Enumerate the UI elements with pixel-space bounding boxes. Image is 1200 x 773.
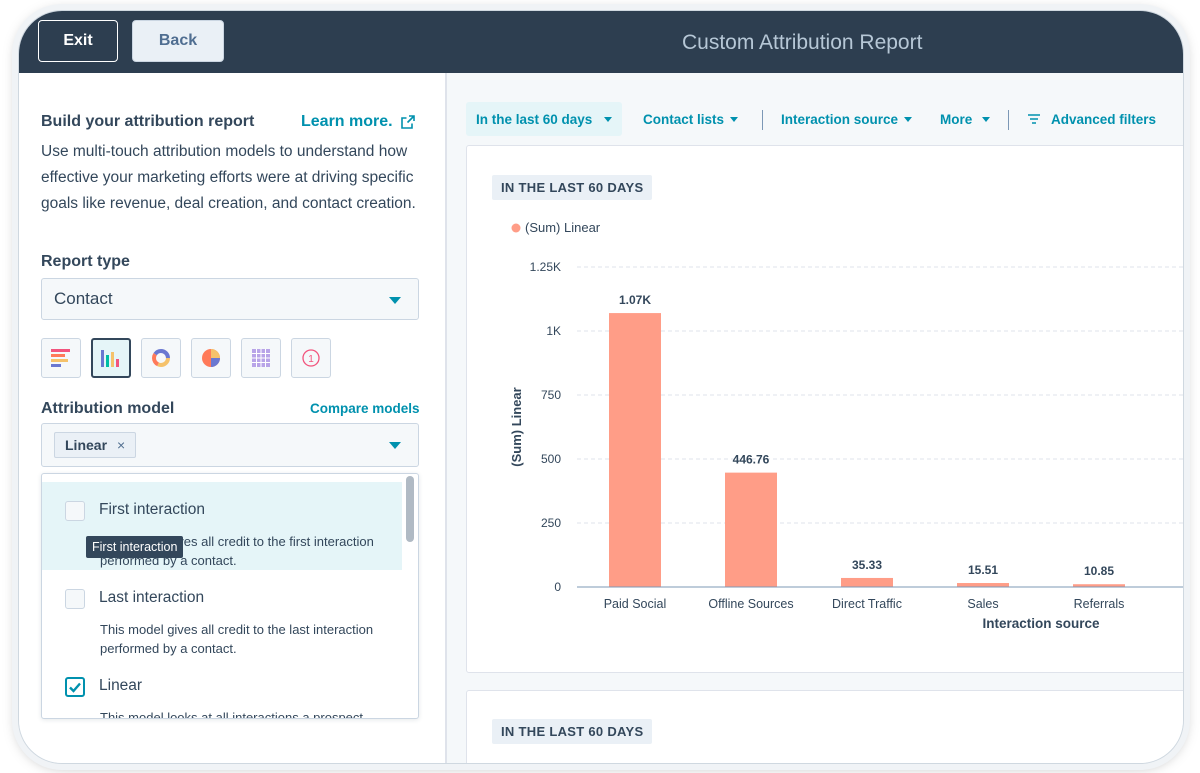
selected-model-tag: Linear × xyxy=(54,432,137,458)
date-range-label: In the last 60 days xyxy=(476,111,593,127)
bar xyxy=(1073,584,1125,587)
legend-dot xyxy=(511,223,521,233)
attribution-model-select[interactable]: Linear × xyxy=(41,423,419,467)
report-builder-panel: Build your attribution report Learn more… xyxy=(19,73,447,763)
chevron-down-icon xyxy=(389,442,401,449)
horizontal-bar-icon[interactable] xyxy=(41,338,81,378)
filter-divider xyxy=(1008,110,1009,130)
caret-down-icon xyxy=(604,116,613,122)
report-type-label: Report type xyxy=(41,253,130,270)
interaction-source-label: Interaction source xyxy=(781,111,899,127)
summary-number-icon[interactable]: 1 xyxy=(291,338,331,378)
more-label: More xyxy=(940,111,973,127)
page-title: Custom Attribution Report xyxy=(682,31,923,54)
y-axis-label: (Sum) Linear xyxy=(509,387,524,466)
bar xyxy=(841,577,893,587)
x-tick-label: Offline Sources xyxy=(708,597,793,611)
svg-text:1: 1 xyxy=(308,354,314,365)
date-range-badge: IN THE LAST 60 DAYS xyxy=(492,719,653,744)
contact-lists-filter[interactable]: Contact lists xyxy=(643,102,739,136)
app-window: Exit Back Custom Attribution Report Buil… xyxy=(18,10,1184,764)
close-icon[interactable]: × xyxy=(117,437,126,453)
x-tick-label: Referrals xyxy=(1074,597,1125,611)
y-tick-label: 250 xyxy=(541,516,561,530)
donut-icon[interactable] xyxy=(141,338,181,378)
attribution-model-dropdown: First interaction This model gives all c… xyxy=(41,473,419,719)
option-title: Last interaction xyxy=(99,589,205,606)
legend-label: (Sum) Linear xyxy=(525,220,601,235)
linear-checkbox[interactable] xyxy=(65,677,85,697)
back-button[interactable]: Back xyxy=(132,20,224,62)
date-range-filter[interactable]: In the last 60 days xyxy=(466,102,623,136)
option-first-interaction[interactable]: First interaction This model gives all c… xyxy=(42,482,402,570)
dropdown-scrollbar[interactable] xyxy=(406,476,414,542)
y-tick-label: 500 xyxy=(541,452,561,466)
top-bar: Exit Back Custom Attribution Report xyxy=(19,11,1183,73)
date-range-badge: IN THE LAST 60 DAYS xyxy=(492,175,653,200)
table-icon[interactable] xyxy=(241,338,281,378)
option-title: Linear xyxy=(99,677,143,694)
option-last-interaction[interactable]: Last interaction This model gives all cr… xyxy=(42,570,402,658)
caret-down-icon xyxy=(730,116,739,122)
x-axis-label: Interaction source xyxy=(982,616,1100,631)
build-title: Build your attribution report xyxy=(41,113,255,130)
contact-lists-label: Contact lists xyxy=(643,111,725,127)
bar-value-label: 1.07K xyxy=(619,293,651,307)
x-tick-label: Sales xyxy=(967,597,998,611)
first-interaction-checkbox[interactable] xyxy=(65,501,85,521)
y-tick-label: 1K xyxy=(546,324,561,338)
y-tick-label: 750 xyxy=(541,388,561,402)
filter-icon xyxy=(1028,114,1040,124)
tag-label: Linear xyxy=(65,437,108,453)
advanced-filters-label: Advanced filters xyxy=(1051,111,1157,127)
bar-value-label: 15.51 xyxy=(968,563,998,577)
last-interaction-checkbox[interactable] xyxy=(65,589,85,609)
option-linear[interactable]: Linear This model looks at all interacti… xyxy=(42,658,402,719)
learn-more-link[interactable]: Learn more. xyxy=(301,113,415,131)
caret-down-icon xyxy=(904,116,913,122)
x-tick-label: Direct Traffic xyxy=(832,597,902,611)
y-tick-label: 1.25K xyxy=(530,260,561,274)
x-tick-label: Paid Social xyxy=(604,597,667,611)
advanced-filters-button[interactable]: Advanced filters xyxy=(1027,102,1156,136)
report-type-select[interactable]: Contact xyxy=(41,278,419,320)
bar-value-label: 35.33 xyxy=(852,558,882,572)
second-chart-card: IN THE LAST 60 DAYS xyxy=(466,690,1183,763)
description: Use multi-touch attribution models to un… xyxy=(41,143,416,212)
report-type-value: Contact xyxy=(54,289,113,308)
bar-value-label: 446.76 xyxy=(733,453,770,467)
bar-value-label: 10.85 xyxy=(1084,564,1114,578)
bar xyxy=(725,472,777,587)
y-tick-label: 0 xyxy=(554,580,561,594)
bar xyxy=(609,313,661,587)
checkmark-icon xyxy=(69,682,81,693)
attribution-model-label: Attribution model xyxy=(41,400,175,417)
more-filter[interactable]: More xyxy=(940,102,991,136)
pie-icon[interactable] xyxy=(191,338,231,378)
exit-button[interactable]: Exit xyxy=(38,20,118,62)
tooltip: First interaction xyxy=(86,536,184,558)
option-description: This model looks at all interactions a p… xyxy=(100,710,364,719)
vertical-bar-icon[interactable] xyxy=(91,338,131,378)
chart-type-picker: 1 xyxy=(41,338,331,378)
caret-down-icon xyxy=(982,116,991,122)
bar xyxy=(957,583,1009,587)
option-title: First interaction xyxy=(99,501,205,518)
bar-chart: (Sum) Linear 0 250 500 750 1K 1.25K (Sum) Linea… xyxy=(509,220,1183,631)
compare-models-link[interactable]: Compare models xyxy=(310,401,420,416)
option-description: This model gives all credit to the last … xyxy=(100,622,374,656)
chevron-down-icon xyxy=(389,297,401,304)
external-link-icon xyxy=(400,115,415,129)
filter-divider xyxy=(762,110,763,130)
chart-card: IN THE LAST 60 DAYS (Sum) Linear 0 250 500 7… xyxy=(466,145,1183,673)
learn-more-label: Learn more. xyxy=(301,113,393,130)
interaction-source-filter[interactable]: Interaction source xyxy=(781,102,913,136)
